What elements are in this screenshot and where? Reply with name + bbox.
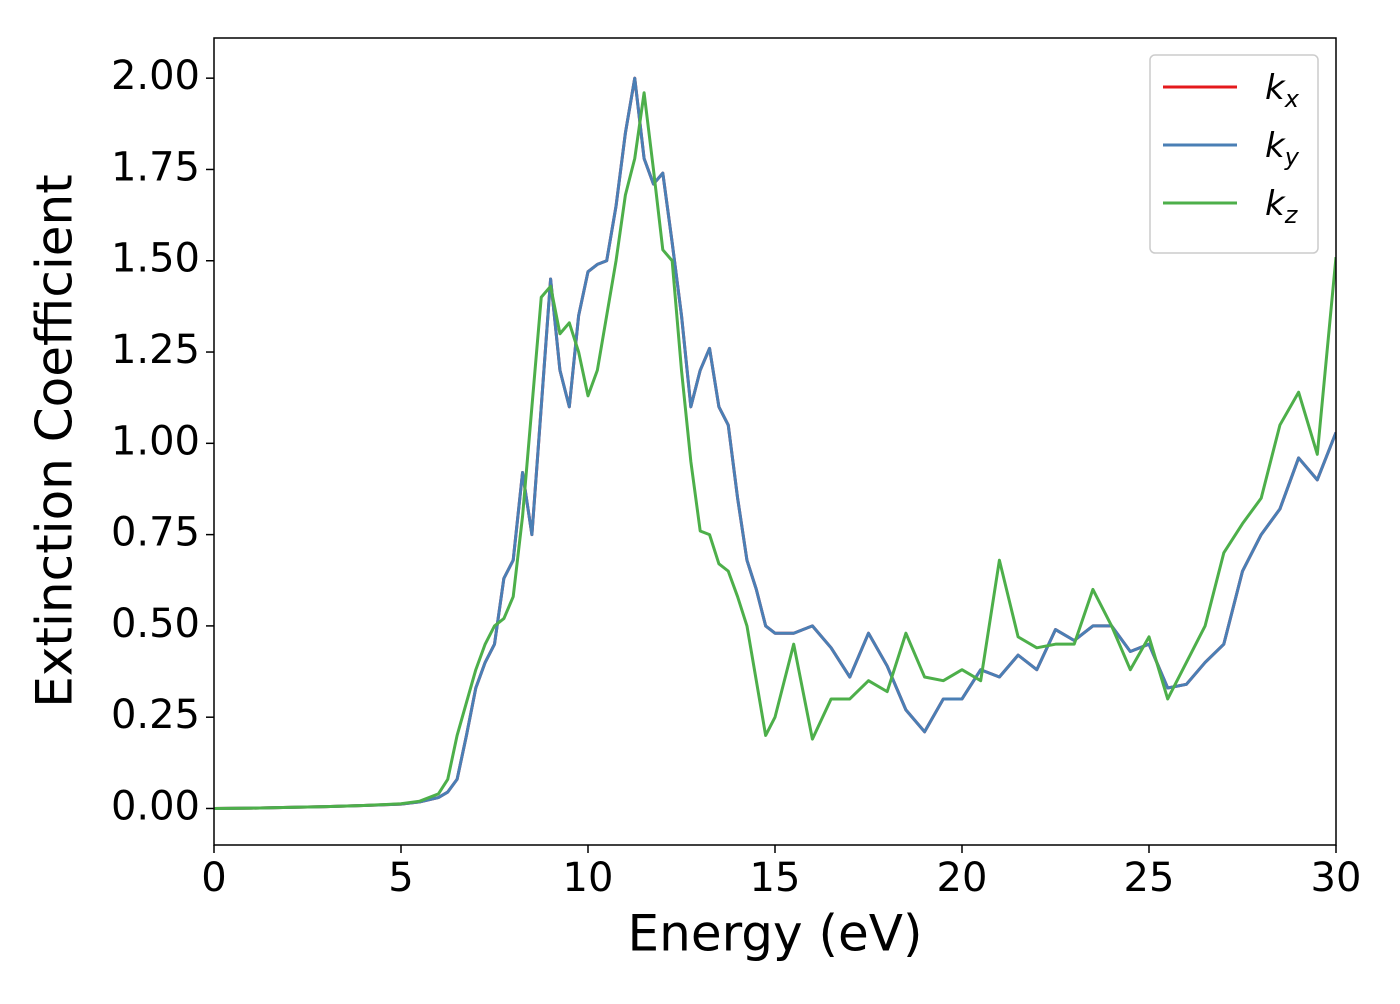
x-tick-label: 20: [937, 855, 988, 901]
x-tick-label: 25: [1124, 855, 1175, 901]
y-tick-label: 0.00: [111, 783, 200, 829]
y-tick-label: 1.75: [111, 144, 200, 190]
legend-label: kz: [1265, 184, 1299, 229]
x-tick-label: 10: [563, 855, 614, 901]
y-tick-label: 2.00: [111, 53, 200, 99]
series-line: [214, 91, 1336, 810]
y-tick-label: 1.00: [111, 418, 200, 464]
legend-label: ky: [1265, 126, 1300, 171]
plot-frame: [213, 37, 1337, 846]
x-tick-label: 0: [201, 855, 226, 901]
y-tick-label: 1.50: [111, 236, 200, 282]
x-axis-label: Energy (eV): [628, 905, 923, 963]
legend-label: kx: [1265, 68, 1300, 113]
y-tick-label: 0.75: [111, 510, 200, 556]
y-tick-label: 0.50: [111, 601, 200, 647]
x-tick-label: 15: [750, 855, 801, 901]
series-line: [214, 76, 1336, 810]
x-tick-label: 5: [388, 855, 413, 901]
y-tick-label: 1.25: [111, 327, 200, 373]
x-tick-label: 30: [1311, 855, 1362, 901]
y-axis-label: Extinction Coefficient: [26, 174, 84, 708]
y-tick-label: 0.25: [111, 692, 200, 738]
